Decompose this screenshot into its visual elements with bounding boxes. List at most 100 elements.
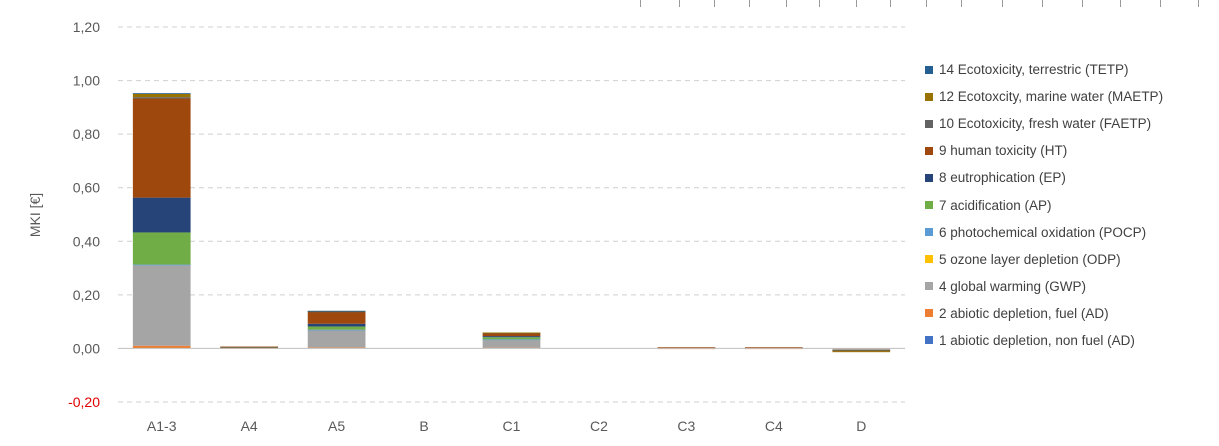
top-tick-mark xyxy=(1160,0,1161,7)
x-tick-label: C1 xyxy=(503,418,521,434)
legend-item: 5 ozone layer depletion (ODP) xyxy=(925,246,1215,273)
y-tick-label: -0,20 xyxy=(68,394,100,410)
bar-segment xyxy=(832,348,891,351)
x-tick-label: B xyxy=(419,418,428,434)
bar-segment xyxy=(482,339,541,348)
legend-item: 7 acidification (AP) xyxy=(925,191,1215,218)
x-tick-label: D xyxy=(856,418,866,434)
y-tick-label: 1,20 xyxy=(73,19,100,35)
bar-segment xyxy=(482,339,541,341)
top-tick-mark xyxy=(1120,0,1121,7)
legend-swatch xyxy=(925,309,933,318)
top-tick-mark xyxy=(1082,0,1083,7)
top-tick-mark xyxy=(714,0,715,7)
legend-swatch xyxy=(925,65,933,74)
bar-segment xyxy=(132,97,191,99)
top-tick-mark xyxy=(1042,0,1043,7)
top-tick-mark xyxy=(786,0,787,7)
bar-segment xyxy=(307,329,366,331)
legend-swatch xyxy=(925,173,933,182)
legend-item: 2 abiotic depletion, fuel (AD) xyxy=(925,300,1215,327)
legend-item: 8 eutrophication (EP) xyxy=(925,164,1215,191)
legend-swatch xyxy=(925,255,933,264)
bar-segment xyxy=(307,347,366,349)
bar-segment xyxy=(307,311,366,324)
bar-segment xyxy=(307,326,366,330)
bars xyxy=(132,93,891,353)
legend-label: 6 photochemical oxidation (POCP) xyxy=(939,224,1147,240)
top-tick-mark xyxy=(926,0,927,7)
top-tick-mark xyxy=(819,0,820,7)
legend-swatch xyxy=(925,119,933,128)
legend-swatch xyxy=(925,146,933,155)
y-axis-label: MKI [€] xyxy=(27,193,43,237)
top-tick-mark xyxy=(1198,0,1199,7)
top-tick-mark xyxy=(961,0,962,7)
y-tick-label: 1,00 xyxy=(73,73,100,89)
legend-label: 12 Ecotoxcity, marine water (MAETP) xyxy=(939,89,1164,105)
bar-segment xyxy=(307,330,366,348)
bar-segment xyxy=(220,346,279,348)
legend-swatch xyxy=(925,201,933,210)
bar-segment xyxy=(832,351,891,353)
legend-swatch xyxy=(925,92,933,101)
top-tick-mark xyxy=(890,0,891,7)
x-tick-label: C4 xyxy=(765,418,783,434)
legend-label: 5 ozone layer depletion (ODP) xyxy=(939,251,1121,267)
legend-item: 6 photochemical oxidation (POCP) xyxy=(925,219,1215,246)
top-tick-mark xyxy=(679,0,680,7)
legend-swatch xyxy=(925,282,933,291)
bar-segment xyxy=(132,265,191,346)
bar-segment xyxy=(832,350,891,352)
bar-segment xyxy=(132,93,191,94)
bar-segment xyxy=(132,345,191,349)
legend-label: 4 global warming (GWP) xyxy=(939,278,1087,294)
bar-segment xyxy=(482,332,541,337)
legend-item: 1 abiotic depletion, non fuel (AD) xyxy=(925,327,1215,354)
chart-legend: 14 Ecotoxicity, terrestric (TETP) 12 Ecot… xyxy=(925,56,1215,354)
bar-segment xyxy=(132,232,191,265)
bar-segment xyxy=(482,332,541,334)
y-tick-label: 0,60 xyxy=(73,180,100,196)
x-tick-label: A1-3 xyxy=(147,418,177,434)
legend-item: 12 Ecotoxcity, marine water (MAETP) xyxy=(925,83,1215,110)
legend-label: 9 human toxicity (HT) xyxy=(939,143,1068,159)
x-tick-label: A5 xyxy=(328,418,345,434)
top-tick-mark xyxy=(749,0,750,7)
legend-label: 7 acidification (AP) xyxy=(939,197,1052,213)
top-tick-mark xyxy=(856,0,857,7)
legend-swatch xyxy=(925,228,933,237)
bar-segment xyxy=(307,323,366,327)
x-axis-tick-labels: A1-3 A4 A5 B C1 C2 C3 C4 D xyxy=(147,418,866,434)
x-tick-label: C3 xyxy=(677,418,695,434)
y-tick-label: 0,00 xyxy=(73,340,100,356)
bar-segment xyxy=(132,98,191,198)
legend-label: 2 abiotic depletion, fuel (AD) xyxy=(939,305,1109,321)
top-tick-mark xyxy=(640,0,641,7)
legend-item: 9 human toxicity (HT) xyxy=(925,137,1215,164)
legend-label: 1 abiotic depletion, non fuel (AD) xyxy=(939,332,1135,348)
legend-item: 4 global warming (GWP) xyxy=(925,273,1215,300)
legend-item: 14 Ecotoxicity, terrestric (TETP) xyxy=(925,56,1215,83)
y-tick-label: 0,20 xyxy=(73,287,100,303)
x-tick-label: A4 xyxy=(241,418,258,434)
bar-segment xyxy=(132,93,191,98)
bar-segment xyxy=(657,347,716,349)
bar-segment xyxy=(744,347,803,349)
legend-item: 10 Ecotoxicity, fresh water (FAETP) xyxy=(925,110,1215,137)
legend-swatch xyxy=(925,336,933,345)
bar-segment xyxy=(307,310,366,312)
y-tick-label: 0,40 xyxy=(73,233,100,249)
y-tick-label: 0,80 xyxy=(73,126,100,142)
bar-segment xyxy=(307,311,366,313)
mki-stacked-bar-chart: -0,20 0,00 0,20 0,40 0,60 0,80 1,00 1,20 A1-3 A4… xyxy=(27,19,905,434)
bar-segment xyxy=(132,264,191,266)
bar-segment xyxy=(482,336,541,338)
legend-label: 8 eutrophication (EP) xyxy=(939,170,1066,186)
legend-label: 10 Ecotoxicity, fresh water (FAETP) xyxy=(939,116,1152,132)
y-axis-tick-labels: -0,20 0,00 0,20 0,40 0,60 0,80 1,00 1,20 xyxy=(68,19,100,410)
bar-segment xyxy=(132,197,191,233)
top-tick-mark xyxy=(1002,0,1003,7)
x-tick-label: C2 xyxy=(590,418,608,434)
